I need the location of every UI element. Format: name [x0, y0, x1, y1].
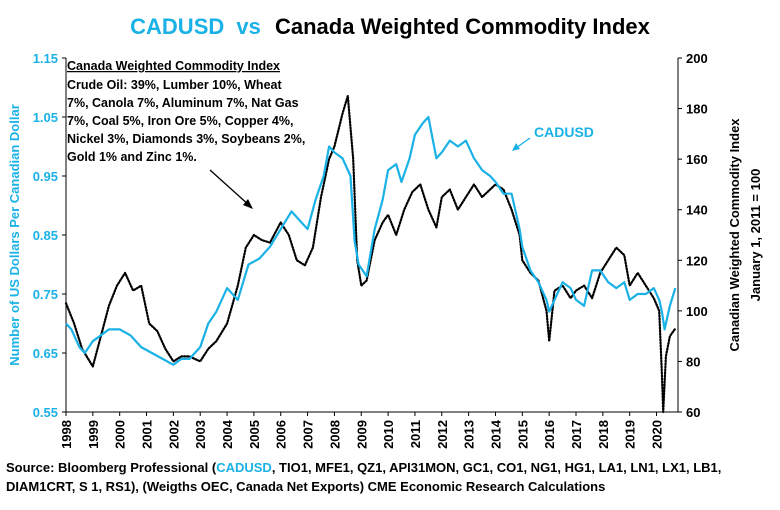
right-tick-label: 140 — [686, 203, 708, 218]
annotation-line: 7%, Coal 5%, Iron Ore 5%, Copper 4%, — [67, 114, 293, 128]
x-tick-label: 2013 — [462, 420, 477, 449]
left-tick-label: 1.15 — [33, 51, 58, 66]
source-prefix: Source: Bloomberg Professional ( — [6, 460, 217, 475]
chart-title: CADUSD vs Canada Weighted Commodity Inde… — [130, 14, 650, 39]
x-tick-label: 2014 — [488, 419, 503, 449]
cadusd-arrowhead — [512, 143, 520, 151]
annotation-line: Crude Oil: 39%, Lumber 10%, Wheat — [67, 78, 282, 92]
x-tick-label: 2012 — [435, 420, 450, 449]
annotation-line: 7%, Canola 7%, Aluminum 7%, Nat Gas — [67, 96, 299, 110]
right-tick-label: 160 — [686, 152, 708, 167]
annotation-line: Nickel 3%, Diamonds 3%, Soybeans 2%, — [67, 132, 305, 146]
index-weights-annotation: Canada Weighted Commodity Index Crude Oi… — [67, 59, 305, 209]
x-tick-label: 2015 — [515, 420, 530, 449]
chart: CADUSD vs Canada Weighted Commodity Inde… — [7, 14, 763, 449]
annotation-arrow — [209, 169, 251, 207]
right-tick-label: 120 — [686, 253, 708, 268]
x-tick-label: 2005 — [247, 420, 262, 449]
right-tick-label: 100 — [686, 304, 708, 319]
title-vs: vs — [236, 14, 260, 39]
annotation-line: Gold 1% and Zinc 1%. — [67, 150, 197, 164]
source-note: Source: Bloomberg Professional (CADUSD, … — [6, 458, 776, 496]
x-tick-label: 2010 — [381, 420, 396, 449]
source-highlight: CADUSD — [216, 460, 272, 475]
left-y-ticks: 1.15 1.05 0.95 0.85 0.75 0.65 0.55 — [33, 51, 66, 420]
x-tick-label: 2004 — [220, 419, 235, 449]
x-tick-label: 2009 — [354, 420, 369, 449]
x-tick-label: 2000 — [113, 420, 128, 449]
left-tick-label: 0.55 — [33, 405, 58, 420]
left-axis-label: Number of US Dollars Per Canadian Dollar — [7, 104, 22, 366]
right-tick-label: 60 — [686, 405, 700, 420]
annotation-arrowhead — [243, 199, 253, 209]
cadusd-series-line — [65, 115, 677, 366]
right-axis-label-2: January 1, 2011 = 100 — [748, 169, 763, 302]
x-tick-label: 2020 — [650, 420, 665, 449]
title-cadusd: CADUSD — [130, 14, 224, 39]
cadusd-arrow — [515, 137, 531, 149]
left-tick-label: 0.75 — [33, 287, 58, 302]
x-tick-label: 2002 — [166, 420, 181, 449]
x-ticks: 1998 1999 2000 2001 2002 2003 2004 2005 2006 2007… — [59, 412, 665, 449]
right-axis-label-1: Canadian Weighted Commodity Index — [727, 118, 742, 352]
commodity-index-series-line — [64, 94, 677, 414]
x-tick-label: 2017 — [569, 420, 584, 449]
x-tick-label: 2011 — [408, 420, 423, 448]
title-index: Canada Weighted Commodity Index — [275, 14, 651, 39]
x-tick-label: 2003 — [193, 420, 208, 449]
annotation-title: Canada Weighted Commodity Index — [67, 59, 280, 73]
x-tick-label: 2019 — [623, 420, 638, 449]
x-tick-label: 1998 — [59, 420, 74, 449]
x-tick-label: 2007 — [301, 420, 316, 449]
left-tick-label: 0.95 — [33, 169, 58, 184]
x-tick-label: 2016 — [542, 420, 557, 449]
x-tick-label: 1999 — [86, 420, 101, 449]
right-tick-label: 180 — [686, 102, 708, 117]
right-tick-label: 80 — [686, 354, 700, 369]
left-tick-label: 0.85 — [33, 228, 58, 243]
right-tick-label: 200 — [686, 51, 708, 66]
x-tick-label: 2001 — [140, 420, 155, 449]
cadusd-series-label: CADUSD — [512, 124, 594, 151]
cadusd-label: CADUSD — [534, 124, 594, 140]
x-tick-label: 2018 — [596, 420, 611, 449]
series-layer — [64, 94, 677, 414]
left-tick-label: 0.65 — [33, 346, 58, 361]
x-tick-label: 2008 — [327, 420, 342, 449]
x-tick-label: 2006 — [274, 420, 289, 449]
source-rest: , TIO1, MFE1, QZ1, API31MON, GC1, CO1, N… — [6, 460, 722, 494]
left-tick-label: 1.05 — [33, 110, 58, 125]
right-y-ticks: 200 180 160 140 120 100 80 60 — [678, 51, 708, 420]
